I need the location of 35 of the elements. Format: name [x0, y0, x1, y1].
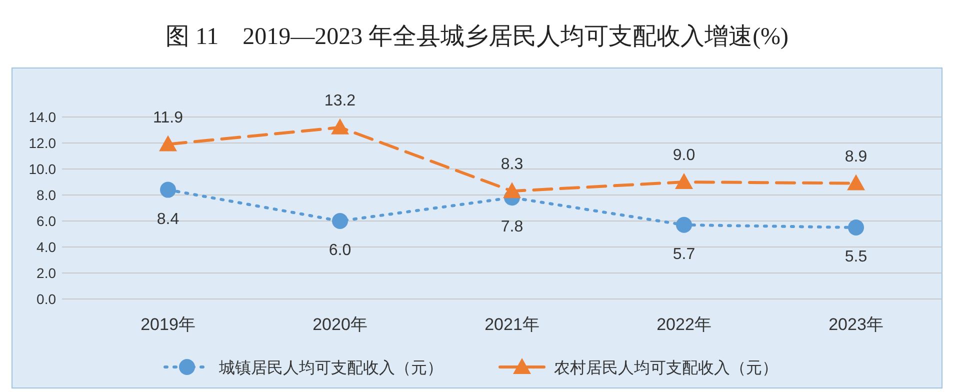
data-label: 11.9 [153, 109, 184, 126]
y-tick-label: 2.0 [36, 265, 56, 281]
legend-label: 农村居民人均可支配收入（元） [554, 359, 778, 377]
legend-label: 城镇居民人均可支配收入（元） [218, 359, 443, 377]
x-tick-label: 2022年 [656, 315, 712, 334]
point [332, 213, 348, 229]
data-label: 9.0 [672, 147, 696, 164]
point [159, 135, 177, 152]
y-tick-label: 4.0 [36, 239, 56, 255]
y-tick-label: 0.0 [36, 291, 56, 307]
y-tick-label: 10.0 [28, 161, 56, 177]
data-label: 8.9 [844, 148, 868, 166]
point [847, 174, 865, 190]
data-label: 8.4 [156, 210, 180, 228]
data-label: 8.3 [500, 156, 524, 174]
point [675, 173, 693, 189]
point [503, 182, 521, 198]
data-label: 5.5 [844, 248, 868, 266]
x-tick-label: 2023年 [828, 315, 884, 334]
y-tick-label: 12.0 [28, 135, 56, 151]
x-tick-label: 2020年 [312, 315, 368, 334]
data-label: 7.8 [500, 218, 524, 236]
x-tick-label: 2019年 [140, 315, 196, 334]
y-tick-label: 14.0 [28, 109, 56, 125]
point [676, 216, 692, 233]
y-tick-label: 6.0 [36, 213, 56, 229]
point [160, 182, 176, 198]
data-label: 5.7 [672, 246, 696, 263]
data-label: 13.2 [324, 92, 356, 110]
point [331, 118, 349, 134]
point [848, 220, 864, 236]
data-label: 6.0 [328, 242, 352, 259]
y-tick-label: 8.0 [36, 187, 56, 203]
chart-title: 图 11 2019—2023 年全县城乡居民人均可支配收入增速(%) [165, 23, 789, 50]
x-tick-label: 2021年 [484, 315, 540, 334]
